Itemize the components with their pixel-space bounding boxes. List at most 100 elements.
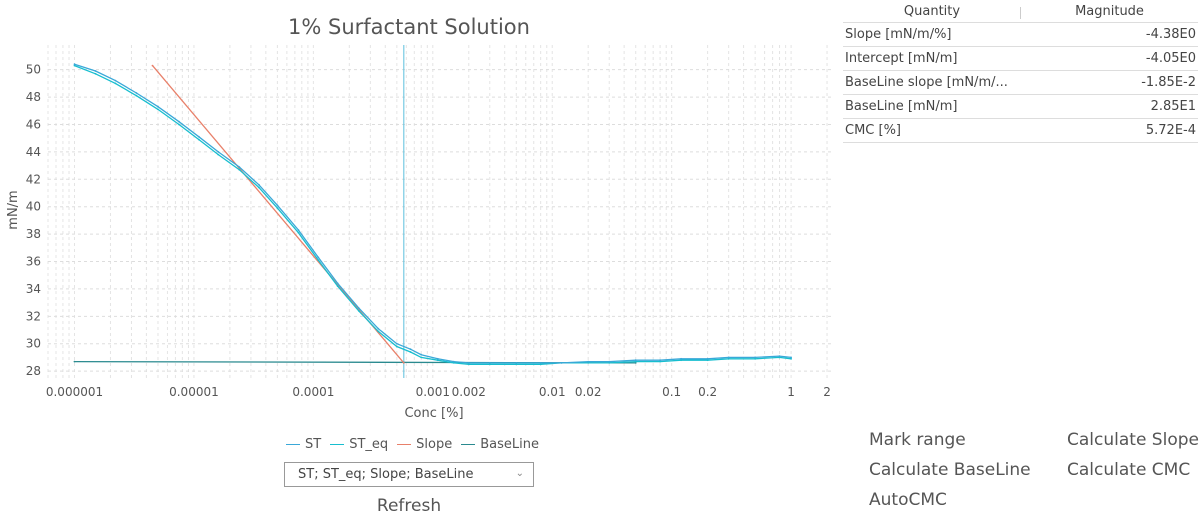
data-point [488, 363, 491, 366]
data-point [94, 70, 97, 72]
column-header-quantity[interactable]: Quantity [843, 2, 1021, 23]
data-point [515, 362, 518, 364]
data-point [357, 307, 360, 309]
legend-label-slope: Slope [416, 436, 453, 452]
row-magnitude: 5.72E-4 [1021, 118, 1198, 143]
data-point [297, 231, 300, 234]
x-tick-label: 0.2 [698, 385, 717, 399]
data-point [659, 359, 661, 362]
data-point [790, 356, 792, 359]
row-quantity: Intercept [mN/m] [843, 46, 1021, 71]
data-point [515, 363, 518, 366]
data-point [608, 362, 611, 364]
data-point [395, 345, 398, 348]
table-row[interactable]: BaseLine [mN/m] 2.85E1 [843, 94, 1198, 119]
chart[interactable]: 0.000001 0.00001 0.0001 0.001 0.002 0.01 0.02 0… [0, 0, 835, 430]
results-table: Quantity Magnitude Slope [mN/m/%] -4.38E… [843, 2, 1198, 143]
series-line-st [74, 63, 792, 364]
table-row[interactable]: CMC [%] 5.72E-4 [843, 118, 1198, 143]
x-tick-label: 0.000001 [46, 385, 103, 399]
data-point [452, 362, 455, 364]
y-tick-label: 48 [26, 90, 41, 104]
data-point [467, 362, 470, 364]
row-magnitude: -4.05E0 [1021, 46, 1198, 71]
data-point [727, 356, 730, 359]
data-point [73, 64, 76, 67]
row-quantity: BaseLine slope [mN/m/... [843, 70, 1021, 95]
data-point [587, 360, 590, 363]
row-quantity: CMC [%] [843, 118, 1021, 143]
row-magnitude: -1.85E-2 [1021, 70, 1198, 95]
data-point [217, 153, 220, 156]
legend-item-baseline[interactable]: BaseLine [461, 437, 539, 452]
y-tick-label: 50 [26, 63, 41, 77]
data-point [754, 357, 756, 360]
table-row[interactable]: Slope [mN/m/%] -4.38E0 [843, 22, 1198, 47]
data-point [436, 359, 439, 362]
legend-item-st-eq[interactable]: ST_eq [330, 437, 388, 452]
legend-label-st: ST [305, 436, 322, 452]
row-quantity: BaseLine [mN/m] [843, 94, 1021, 119]
y-tick-label: 38 [26, 227, 41, 241]
y-tick-label: 42 [26, 172, 41, 186]
data-point [336, 285, 339, 288]
data-point [73, 63, 76, 66]
data-point [336, 282, 339, 285]
y-tick-label: 46 [26, 117, 41, 131]
data-point [790, 357, 792, 360]
mark-range-button[interactable]: Mark range [869, 430, 966, 450]
legend-label-st-eq: ST_eq [349, 436, 389, 452]
data-point [608, 360, 611, 363]
data-point [587, 362, 590, 364]
data-point [420, 356, 423, 359]
table-row[interactable]: BaseLine slope [mN/m/... -1.85E-2 [843, 70, 1198, 95]
table-row[interactable]: Intercept [mN/m] -4.05E0 [843, 46, 1198, 71]
data-point [157, 108, 159, 111]
data-point [395, 342, 398, 345]
chart-grid [47, 45, 832, 378]
column-header-magnitude[interactable]: Magnitude [1021, 2, 1198, 23]
x-tick-label: 0.0001 [292, 385, 334, 399]
data-point [634, 360, 637, 363]
calculate-baseline-button[interactable]: Calculate BaseLine [869, 460, 1031, 480]
series-line-st-eq [74, 64, 792, 365]
data-point [114, 79, 117, 82]
x-tick-label: 0.00001 [169, 385, 219, 399]
calculate-slope-button[interactable]: Calculate Slope [1067, 430, 1199, 450]
refresh-button[interactable]: Refresh [376, 496, 442, 516]
y-axis-label: mN/m [6, 190, 21, 229]
data-point [680, 357, 682, 360]
y-tick-label: 30 [26, 337, 41, 351]
legend-item-slope[interactable]: Slope [397, 437, 452, 452]
x-tick-label: 0.01 [539, 385, 566, 399]
legend-item-st[interactable]: ST [286, 437, 321, 452]
data-point [634, 359, 637, 362]
data-point [157, 105, 159, 108]
series-select-value: ST; ST_eq; Slope; BaseLine [298, 467, 474, 482]
data-point [706, 357, 709, 360]
row-magnitude: 2.85E1 [1021, 94, 1198, 119]
data-point [198, 135, 200, 138]
table-header-row: Quantity Magnitude [843, 2, 1198, 23]
data-point [634, 362, 637, 364]
series-select[interactable]: ST; ST_eq; Slope; BaseLine ⌄ [284, 462, 534, 487]
chart-plot-area [73, 45, 792, 378]
data-point [276, 207, 279, 210]
data-point [357, 310, 360, 312]
chart-legend: ST ST_eq Slope BaseLine [286, 434, 548, 454]
data-point [409, 351, 412, 353]
data-point [151, 64, 154, 67]
y-tick-label: 28 [26, 364, 41, 378]
autocmc-button[interactable]: AutoCMC [869, 490, 947, 510]
calculate-cmc-button[interactable]: Calculate CMC [1067, 460, 1191, 480]
y-tick-label: 36 [26, 255, 41, 269]
x-tick-label: 0.02 [575, 385, 602, 399]
data-point [135, 94, 138, 97]
data-point [467, 363, 470, 366]
data-point [217, 151, 220, 153]
data-point [778, 356, 781, 359]
y-tick-label: 44 [26, 145, 41, 159]
legend-swatch-slope [397, 443, 412, 445]
data-point [727, 357, 730, 360]
data-point [94, 72, 97, 75]
